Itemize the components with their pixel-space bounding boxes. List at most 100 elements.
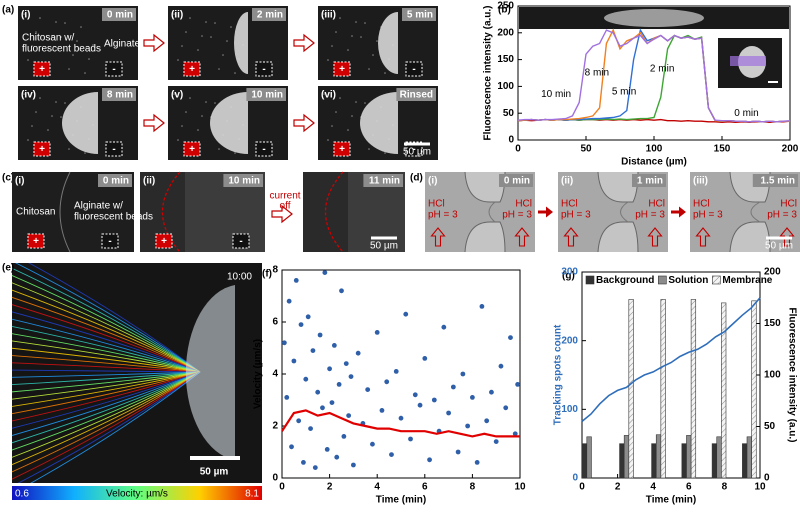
y-tick-label: 0	[572, 473, 578, 484]
membrane	[750, 201, 761, 223]
x-tick-label: 10	[754, 482, 766, 493]
bar	[619, 443, 625, 479]
x-tick-label: 8	[470, 482, 476, 493]
electrode-sign: +	[339, 64, 345, 75]
time-tag	[98, 174, 132, 187]
time-label: 10 min	[228, 176, 260, 187]
streamline	[12, 371, 201, 458]
streamline	[12, 371, 201, 429]
bar	[623, 435, 630, 479]
streamline	[12, 371, 201, 386]
time-label: 0 min	[504, 176, 530, 187]
electrode-sign: -	[262, 144, 265, 155]
label: Chitosan w/	[22, 33, 74, 44]
time-tag	[102, 8, 136, 21]
colorbar-label: 8.1	[245, 489, 259, 500]
label: pH = 3	[502, 210, 532, 221]
label: Chitosan	[16, 207, 55, 218]
y-tick-label: 2	[272, 421, 278, 432]
bead	[323, 93, 325, 95]
time-tag	[396, 88, 436, 101]
y-axis-label: Tracking spots count	[553, 324, 564, 425]
bead	[351, 115, 353, 117]
y-tick-label: 6	[272, 317, 278, 328]
bead	[364, 22, 366, 24]
bead	[39, 17, 41, 19]
streamline	[12, 275, 201, 373]
gel-blob	[360, 92, 398, 154]
x-axis-label: Time (min)	[646, 495, 696, 506]
point	[281, 340, 287, 346]
electrode	[333, 61, 351, 77]
streamline	[12, 355, 201, 373]
bead	[31, 125, 33, 127]
electrode-sign: -	[262, 64, 265, 75]
frame-label: (i)	[15, 176, 24, 187]
bead	[197, 129, 199, 131]
bead	[376, 40, 378, 42]
x-tick-label: 4	[650, 482, 656, 493]
arrow	[143, 33, 165, 53]
point	[374, 330, 380, 335]
bead	[177, 139, 179, 141]
x-axis-label: Time (min)	[376, 495, 426, 506]
label: HCl	[693, 199, 710, 210]
streamline	[12, 371, 201, 400]
arrow	[143, 113, 165, 133]
bead	[384, 72, 386, 74]
bar	[716, 436, 722, 479]
arrow	[430, 227, 446, 247]
frame-label: (iii)	[321, 10, 336, 21]
label: pH = 3	[767, 210, 797, 221]
electrode	[101, 233, 119, 249]
point	[320, 405, 325, 411]
point	[331, 343, 337, 348]
point	[431, 397, 437, 403]
x-tick-label: 0	[579, 482, 585, 493]
y2-tick-label: 150	[764, 318, 781, 329]
bead	[327, 139, 329, 141]
legend-swatch	[585, 275, 595, 285]
streamline	[12, 371, 201, 422]
electrode-sign: -	[412, 144, 415, 155]
bar	[651, 443, 657, 479]
y-tick-label: 50	[503, 108, 515, 119]
panel-label: (f)	[262, 269, 272, 280]
time-tag	[632, 174, 666, 187]
point	[441, 324, 447, 330]
time-label: 2 min	[257, 10, 283, 21]
time-label: 1.5 min	[761, 176, 795, 187]
point	[355, 350, 361, 356]
streamline	[12, 296, 201, 373]
bead	[80, 26, 82, 28]
streamline	[12, 371, 201, 407]
bead	[72, 54, 74, 56]
bead	[323, 13, 325, 15]
point	[515, 382, 521, 387]
bead	[360, 36, 362, 38]
bar	[751, 300, 757, 479]
point	[489, 389, 494, 395]
label: pH = 3	[561, 210, 591, 221]
bead	[173, 93, 175, 95]
electrode-sign: -	[112, 144, 115, 155]
point	[512, 431, 518, 437]
colorbar-label: 0.6	[15, 489, 29, 500]
panel-label: (d)	[410, 173, 423, 184]
electrode	[105, 141, 123, 157]
time-tag	[402, 8, 436, 21]
streamline	[12, 371, 201, 378]
panel-label: (a)	[2, 5, 14, 16]
bead	[222, 54, 224, 56]
point	[322, 270, 328, 275]
bead	[218, 68, 220, 70]
bead	[88, 58, 90, 60]
x-tick-label: 10	[514, 482, 526, 493]
point	[317, 332, 323, 338]
inset-band	[730, 56, 766, 66]
point	[370, 441, 375, 447]
bead	[351, 35, 353, 37]
electrode-sign: +	[189, 64, 195, 75]
membrane	[488, 201, 496, 223]
frame-label: (vi)	[321, 90, 336, 101]
